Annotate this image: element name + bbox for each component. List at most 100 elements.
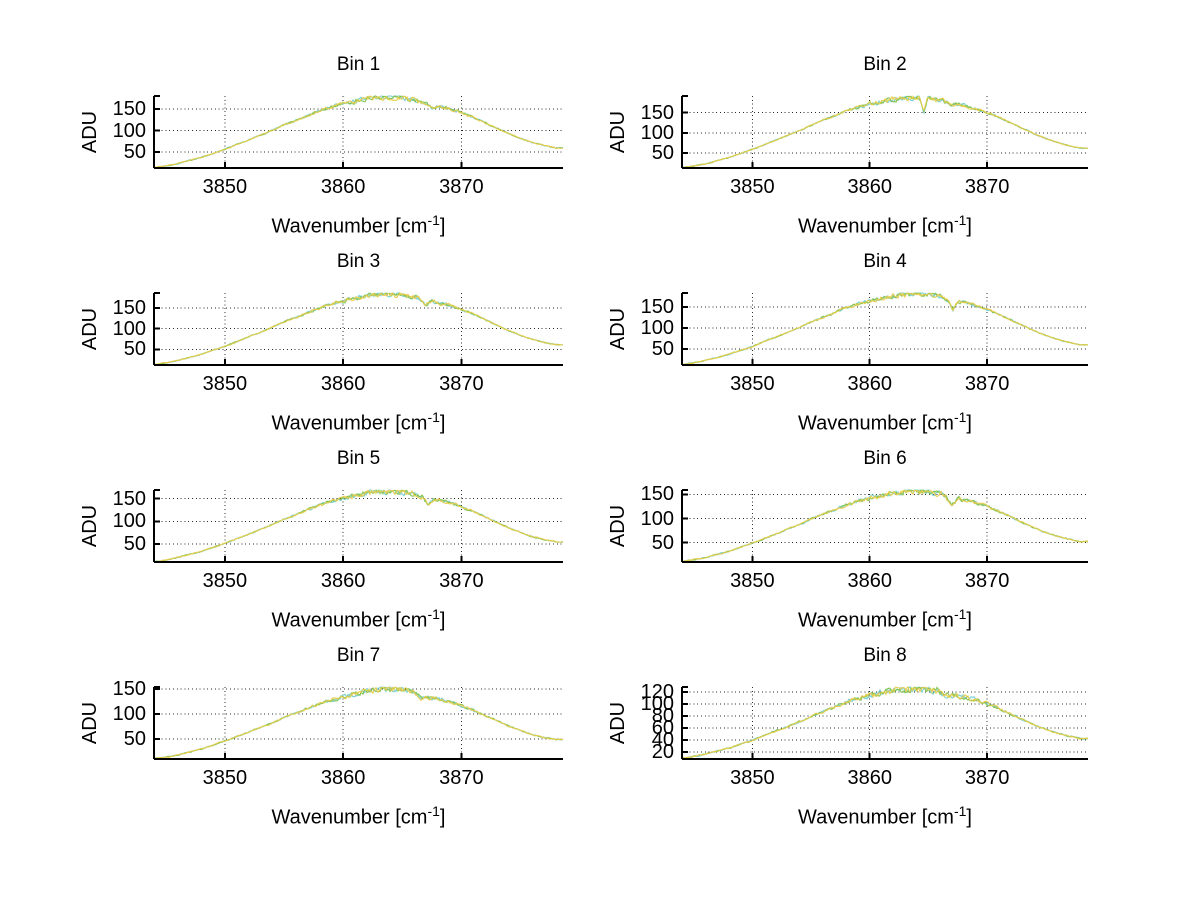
subplot-title-bin-8: Bin 8: [863, 645, 907, 666]
subplot-8-ytick-100: 100: [640, 692, 674, 715]
subplot-1-ytick-50: 50: [123, 140, 146, 163]
subplot-title-bin-5: Bin 5: [336, 448, 381, 469]
subplot-8-ytick-120: 120: [640, 680, 674, 703]
subplot-xlabel-bin-1: Wavenumber [cm-1]: [154, 212, 563, 240]
xlabel-base: Wavenumber [cm: [271, 215, 428, 238]
subplot-5-ytick-150: 150: [112, 487, 146, 510]
subplot-3-ytick-100: 100: [112, 317, 146, 340]
spectrum-line-cyan: [153, 488, 564, 563]
spectrum-line-green: [681, 489, 1089, 563]
subplot-1-ytick-150: 150: [112, 98, 146, 121]
xlabel-close: ]: [966, 609, 972, 632]
xlabel-superscript: -1: [427, 606, 440, 622]
subplot-plot-area-bin-6: [681, 488, 1089, 563]
subplot-2-ytick-100: 100: [640, 121, 674, 144]
xlabel-superscript: -1: [427, 409, 440, 425]
xlabel-base: Wavenumber [cm: [271, 806, 428, 829]
xlabel-superscript: -1: [953, 409, 967, 425]
xlabel-superscript: -1: [427, 212, 440, 228]
subplot-xlabel-bin-4: Wavenumber [cm-1]: [682, 409, 1088, 437]
subplot-xlabel-bin-7: Wavenumber [cm-1]: [154, 803, 563, 831]
subplot-3-xtick-3860: 3860: [320, 373, 366, 395]
subplot-plot-area-bin-8: [681, 686, 1089, 760]
subplot-4-ytick-100: 100: [640, 317, 674, 340]
subplot-8-ytick-80: 80: [651, 704, 674, 727]
subplot-xlabel-bin-8: Wavenumber [cm-1]: [682, 803, 1088, 831]
spectrum-line-cyan: [681, 95, 1089, 169]
subplot-xlabel-bin-5: Wavenumber [cm-1]: [154, 606, 563, 634]
xlabel-superscript: -1: [953, 212, 967, 228]
xlabel-base: Wavenumber [cm: [271, 609, 428, 632]
subplot-plot-area-bin-2: [681, 95, 1089, 169]
subplot-xlabel-bin-2: Wavenumber [cm-1]: [682, 212, 1088, 240]
subplot-6-ytick-150: 150: [640, 483, 674, 506]
spectrum-line-yellow: [681, 95, 1089, 169]
spectrum-line-yellow: [153, 686, 564, 760]
subplot-6-xtick-3860: 3860: [847, 570, 892, 592]
subplot-6-ytick-100: 100: [640, 507, 674, 530]
subplot-title-bin-6: Bin 6: [863, 448, 907, 469]
xlabel-close: ]: [439, 412, 446, 435]
subplot-2-ytick-150: 150: [640, 101, 674, 124]
subplot-6-xtick-3850: 3850: [730, 570, 775, 592]
xlabel-close: ]: [966, 215, 972, 238]
subplot-plot-area-bin-5: [153, 488, 564, 563]
subplot-2-xtick-3860: 3860: [847, 176, 892, 198]
subplot-title-bin-3: Bin 3: [336, 251, 381, 272]
subplot-1-xtick-3850: 3850: [202, 176, 248, 198]
subplot-6-xtick-3870: 3870: [964, 570, 1010, 592]
subplot-3-xtick-3850: 3850: [202, 373, 248, 395]
subplot-5-xtick-3860: 3860: [320, 570, 366, 592]
subplot-7-xtick-3870: 3870: [439, 767, 484, 789]
spectrum-line-yellow: [681, 292, 1088, 366]
subplot-8-ytick-60: 60: [651, 716, 674, 739]
subplot-5-ytick-50: 50: [123, 533, 146, 556]
subplot-4-xtick-3850: 3850: [730, 373, 775, 395]
spectrum-line-green: [681, 292, 1089, 366]
spectrum-line-green: [681, 686, 1088, 759]
subplot-2-xtick-3870: 3870: [964, 176, 1010, 198]
subplot-2-ytick-50: 50: [651, 142, 674, 165]
subplot-plot-area-bin-1: [153, 95, 564, 169]
spectrum-line-cyan: [681, 686, 1089, 759]
subplot-xlabel-bin-6: Wavenumber [cm-1]: [682, 606, 1088, 634]
subplot-5-xtick-3850: 3850: [202, 570, 248, 592]
spectrum-line-yellow: [153, 95, 563, 168]
subplot-7-xtick-3850: 3850: [202, 767, 248, 789]
subplot-7-ytick-100: 100: [112, 703, 146, 725]
spectrum-line-cyan: [681, 292, 1089, 366]
subplot-plot-area-bin-7: [153, 686, 564, 760]
subplot-3-ytick-50: 50: [123, 338, 146, 361]
subplot-1-xtick-3870: 3870: [439, 176, 484, 198]
subplot-5-xtick-3870: 3870: [439, 570, 484, 592]
xlabel-close: ]: [439, 806, 446, 829]
subplot-7-ytick-50: 50: [123, 728, 146, 750]
spectrum-line-green: [153, 95, 564, 169]
subplot-plot-area-bin-3: [153, 291, 564, 366]
subplot-title-bin-4: Bin 4: [863, 251, 907, 272]
spectrum-line-green: [153, 489, 564, 563]
subplot-1-xtick-3860: 3860: [320, 176, 366, 198]
spectrum-line-cyan: [154, 95, 564, 169]
subplot-6-ytick-50: 50: [651, 531, 674, 554]
subplot-3-xtick-3870: 3870: [439, 373, 484, 395]
spectrum-line-green: [681, 95, 1089, 169]
xlabel-close: ]: [439, 215, 446, 238]
subplot-7-xtick-3860: 3860: [320, 767, 366, 789]
spectrum-line-yellow: [153, 489, 564, 563]
subplot-plot-area-bin-4: [681, 292, 1089, 366]
spectrum-line-cyan: [681, 488, 1088, 563]
spectrum-line-yellow: [681, 489, 1089, 562]
subplot-8-xtick-3860: 3860: [847, 767, 892, 789]
subplot-8-ytick-40: 40: [651, 728, 674, 751]
xlabel-superscript: -1: [953, 606, 967, 622]
subplot-8-xtick-3850: 3850: [730, 767, 775, 789]
xlabel-superscript: -1: [953, 803, 967, 819]
subplot-8-xtick-3870: 3870: [964, 767, 1010, 789]
subplot-7-ytick-150: 150: [112, 678, 146, 700]
subplot-1-ytick-100: 100: [112, 119, 146, 142]
subplot-title-bin-1: Bin 1: [336, 54, 381, 75]
xlabel-base: Wavenumber [cm: [271, 412, 428, 435]
xlabel-base: Wavenumber [cm: [798, 412, 954, 435]
xlabel-close: ]: [966, 412, 972, 435]
